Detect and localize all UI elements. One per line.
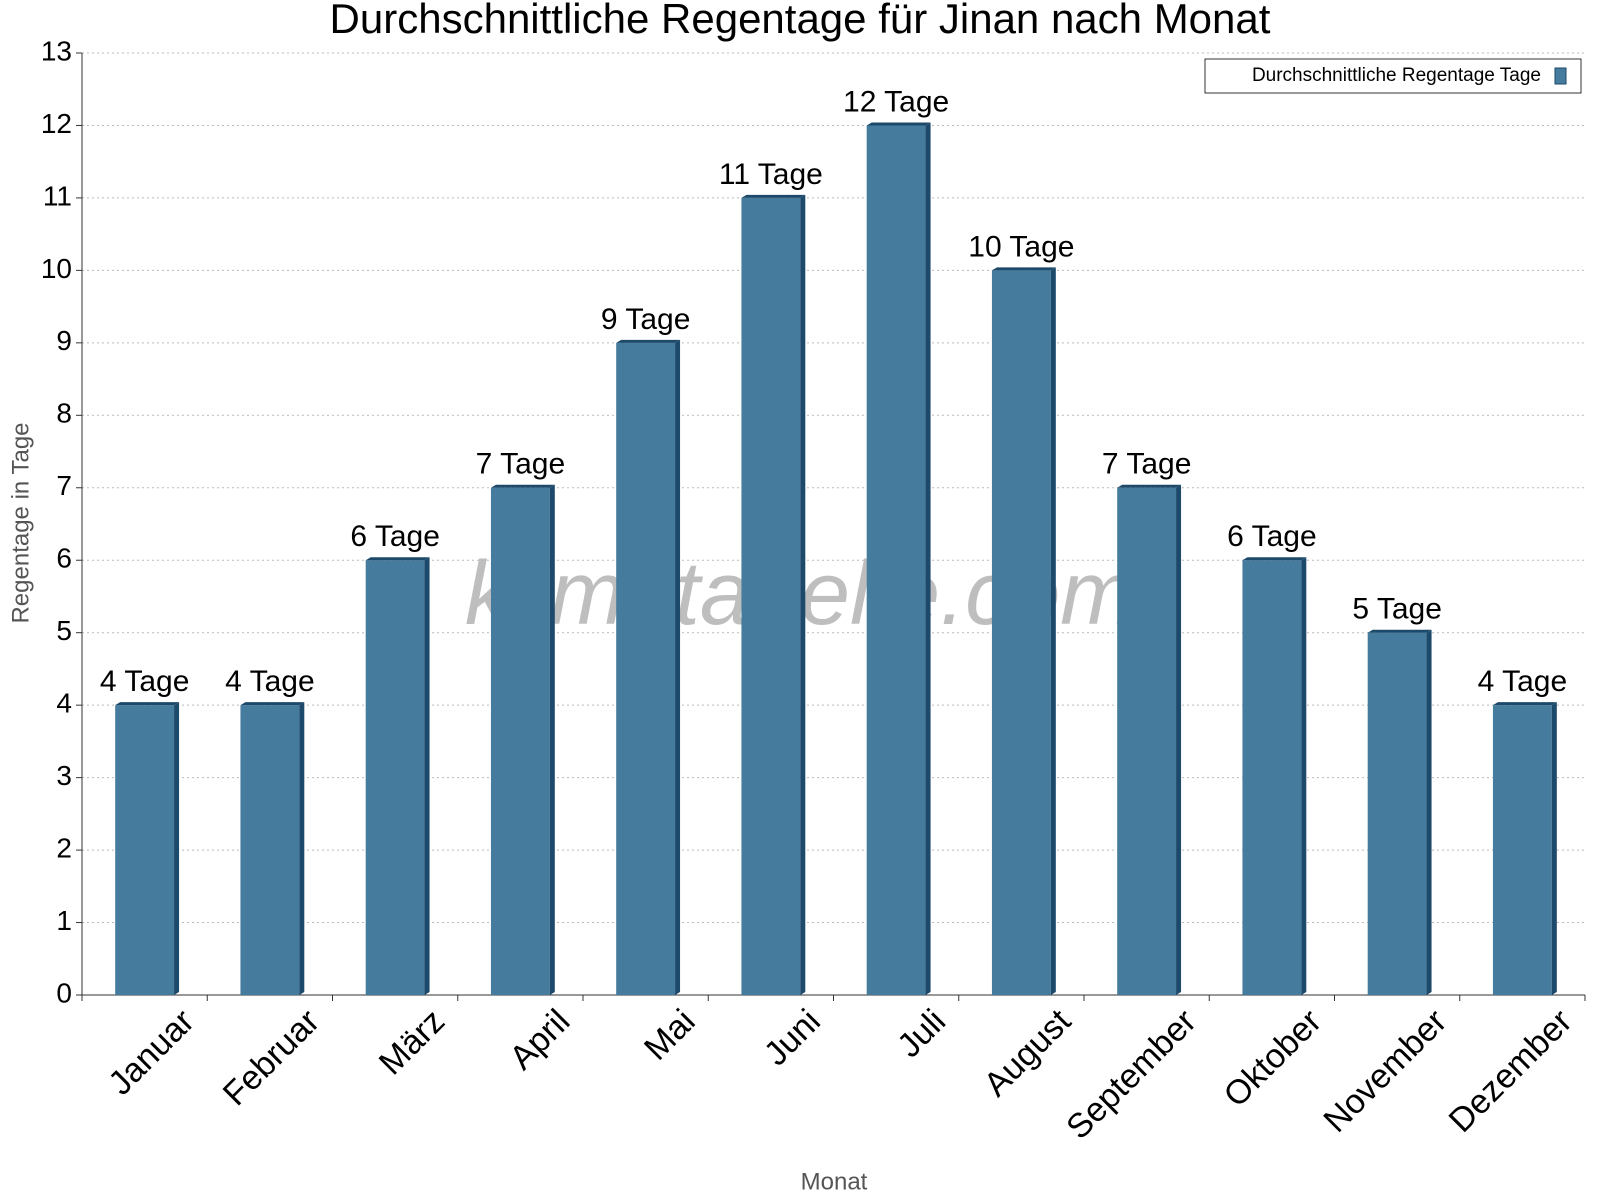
y-tick-label: 5	[56, 615, 72, 646]
bar-side	[1176, 484, 1182, 995]
y-tick-label: 3	[56, 760, 72, 791]
legend-box	[1204, 58, 1582, 94]
value-label: 6 Tage	[1227, 520, 1317, 553]
bar	[1367, 632, 1427, 995]
bar	[1117, 487, 1177, 995]
bar-side	[424, 557, 430, 995]
bar-top	[866, 122, 931, 126]
legend-swatch	[1554, 67, 1567, 85]
y-tick-label: 7	[56, 470, 72, 501]
value-label: 7 Tage	[476, 448, 566, 481]
y-tick-label: 12	[41, 108, 72, 139]
x-axis-title: Monat	[801, 1168, 868, 1195]
y-tick-label: 0	[56, 977, 72, 1008]
bar-side	[800, 194, 806, 995]
y-tick-label: 6	[56, 543, 72, 574]
value-label: 4 Tage	[100, 665, 190, 698]
value-label: 6 Tage	[350, 520, 440, 553]
bar-top	[115, 702, 180, 706]
bar-top	[1492, 702, 1557, 706]
bar-side	[1551, 702, 1557, 995]
value-label: 11 Tage	[719, 158, 823, 191]
value-label: 4 Tage	[1478, 665, 1568, 698]
bar	[365, 560, 425, 995]
bar-top	[490, 484, 555, 488]
bar-top	[741, 194, 806, 198]
bar-side	[925, 122, 931, 995]
bar	[115, 705, 175, 995]
y-tick-label: 11	[43, 180, 72, 211]
bar-top	[616, 339, 681, 343]
value-label: 12 Tage	[843, 85, 949, 118]
bar-side	[299, 702, 305, 995]
y-tick-label: 10	[41, 253, 72, 284]
bar-side	[549, 484, 555, 995]
bar	[866, 125, 926, 995]
y-tick-label: 2	[56, 832, 72, 863]
bar	[741, 197, 801, 995]
bar-top	[991, 267, 1056, 271]
bar-top	[1367, 629, 1432, 633]
value-label: 9 Tage	[601, 303, 691, 336]
bar-side	[1426, 629, 1432, 995]
y-axis-title: Regentage in Tage	[7, 422, 34, 623]
bar-top	[365, 557, 430, 561]
bar	[991, 270, 1051, 995]
legend-label: Durchschnittliche Regentage Tage	[1252, 65, 1541, 86]
bar	[1242, 560, 1302, 995]
y-tick-label: 9	[56, 325, 72, 356]
bar-side	[1301, 557, 1307, 995]
value-label: 5 Tage	[1352, 593, 1442, 626]
bar	[616, 342, 676, 995]
y-tick-label: 1	[56, 905, 72, 936]
y-tick-label: 8	[56, 398, 72, 429]
bar-side	[1050, 267, 1056, 995]
y-tick-label: 4	[56, 688, 72, 719]
bar	[490, 487, 550, 995]
value-label: 10 Tage	[968, 230, 1074, 263]
bar-top	[1242, 557, 1307, 561]
bar-top	[240, 702, 305, 706]
chart-title: Durchschnittliche Regentage für Jinan na…	[330, 0, 1271, 42]
bar-side	[174, 702, 180, 995]
bar-top	[1117, 484, 1182, 488]
bar	[240, 705, 300, 995]
bar-side	[675, 339, 681, 995]
value-label: 7 Tage	[1102, 448, 1192, 481]
bar	[1492, 705, 1552, 995]
y-tick-label: 13	[41, 35, 72, 66]
value-label: 4 Tage	[225, 665, 315, 698]
